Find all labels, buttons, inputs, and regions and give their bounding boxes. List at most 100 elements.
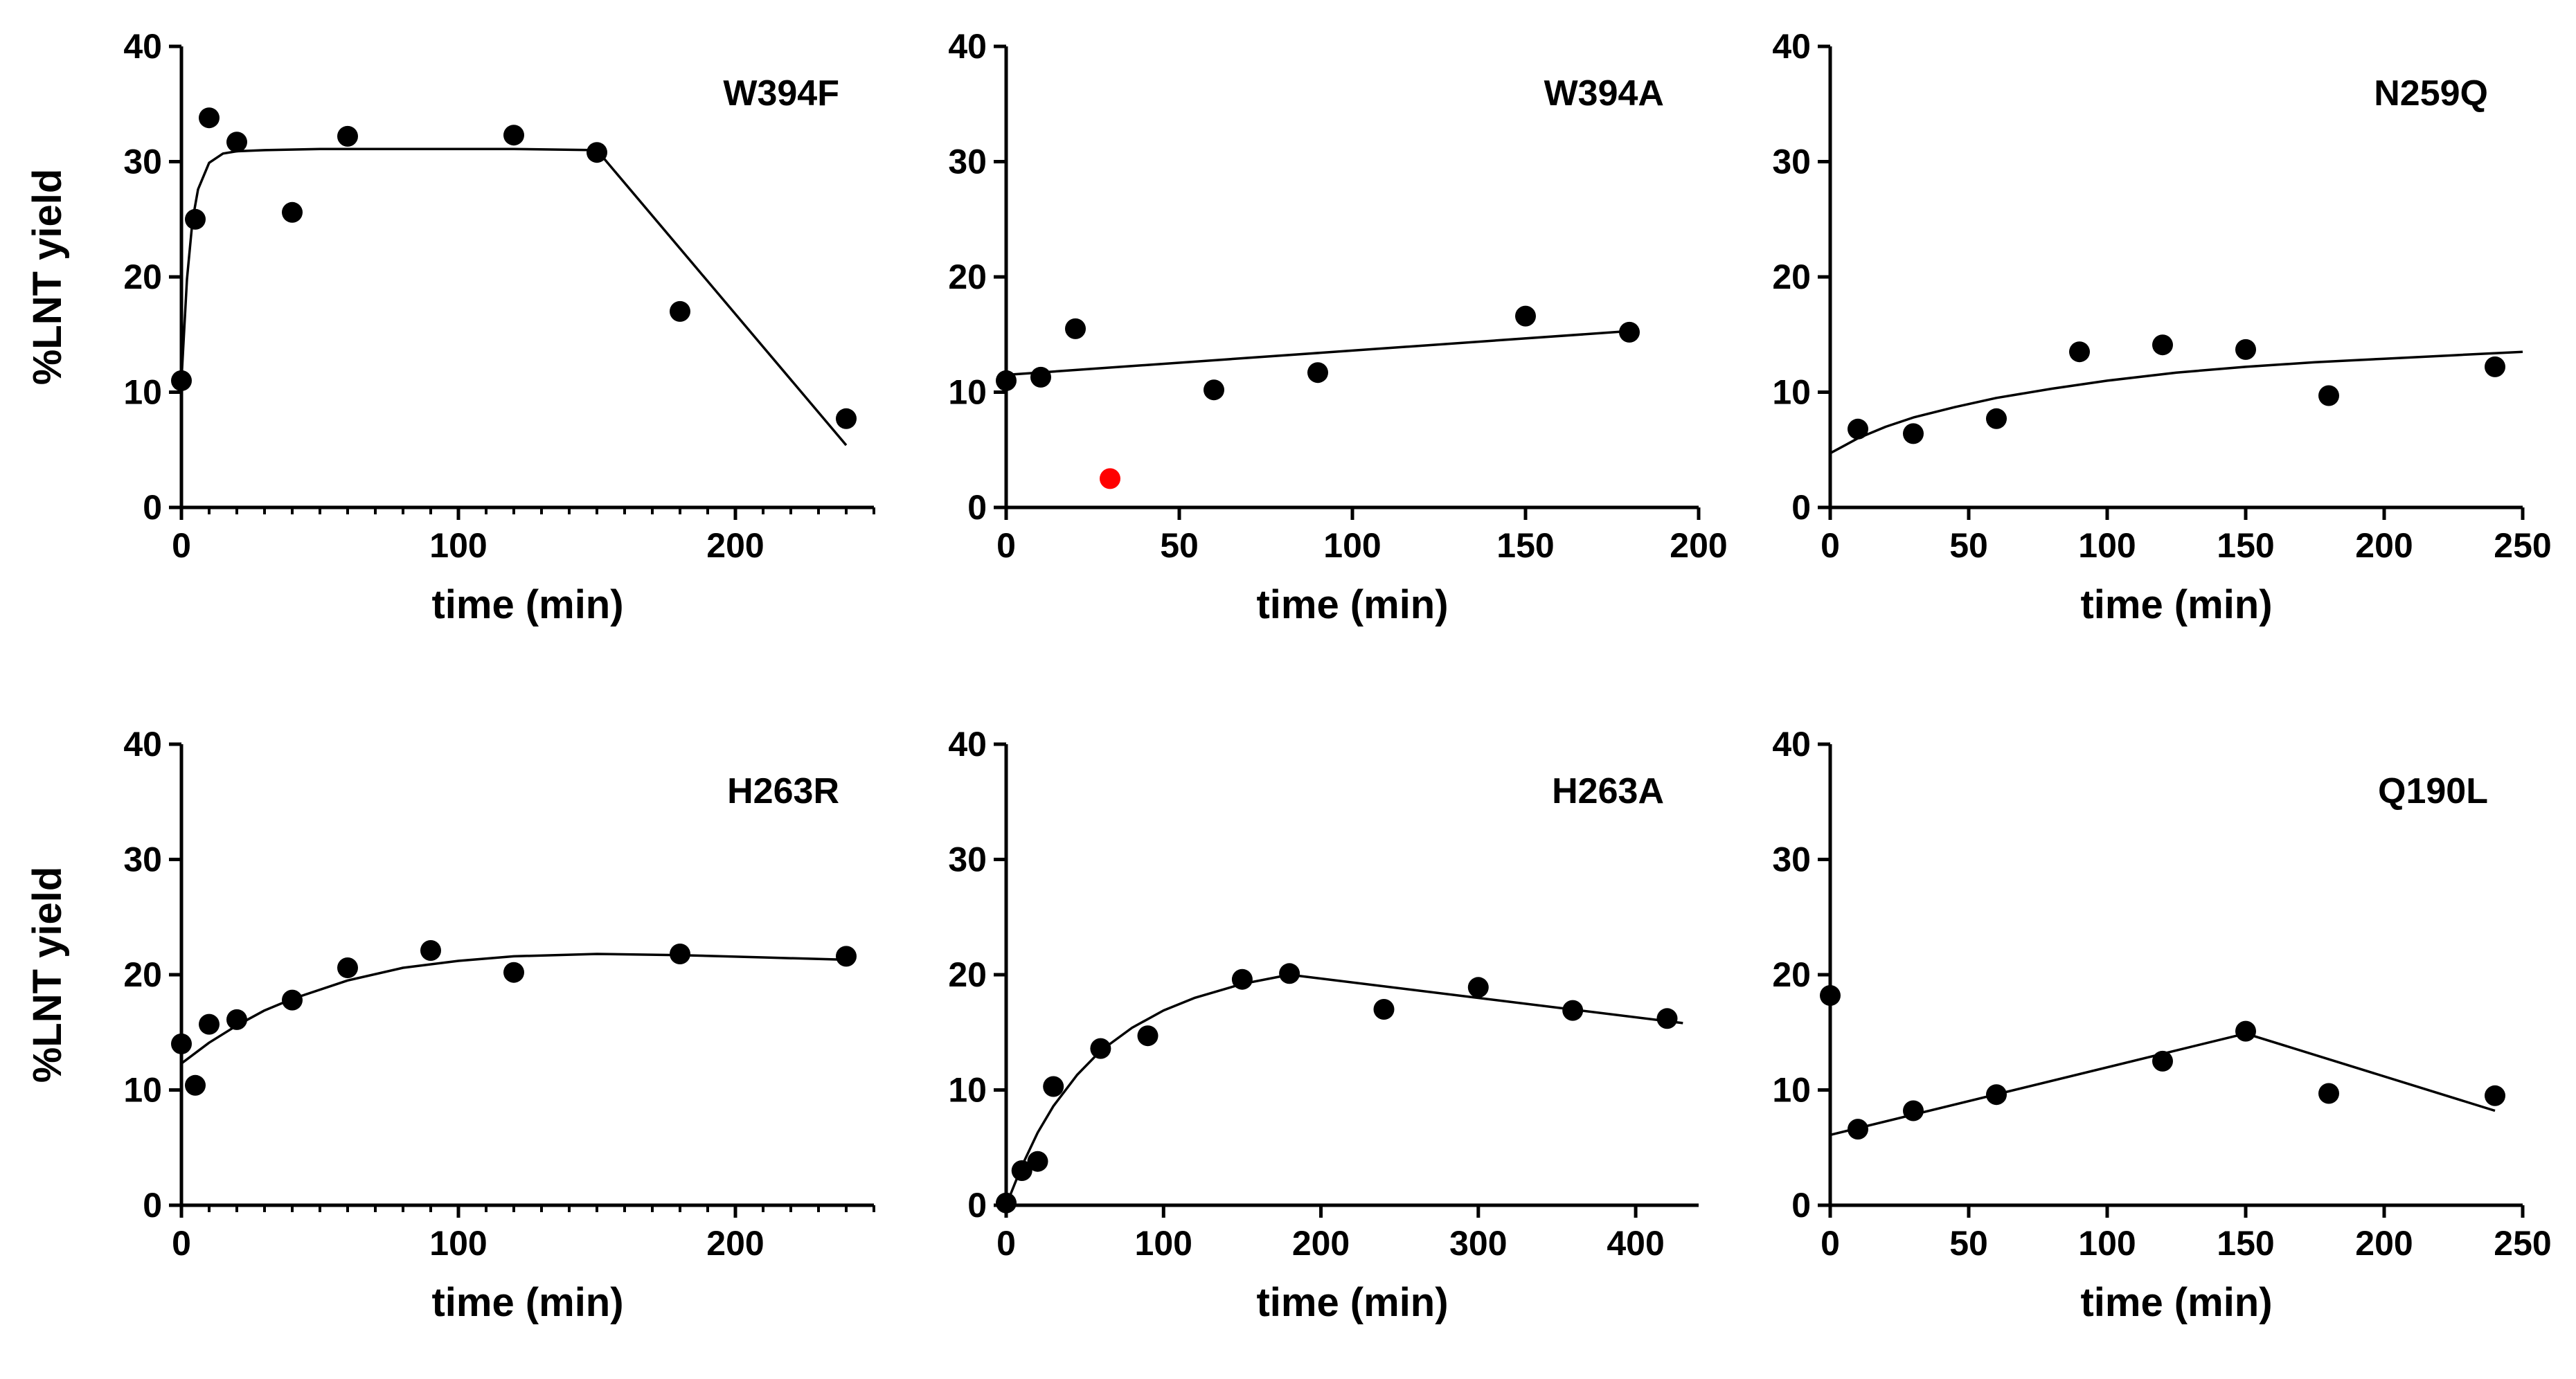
panel-label: W394F (723, 73, 839, 114)
y-tick-label: 10 (123, 1071, 162, 1110)
y-axis-title: %LNT yield (25, 169, 70, 386)
x-axis-title: time (min) (2080, 582, 2272, 627)
y-tick-label: 20 (123, 258, 162, 296)
panel-label: Q190L (2378, 771, 2488, 811)
y-tick-label: 10 (1772, 1071, 1811, 1110)
data-point (185, 1074, 206, 1096)
y-tick-label: 40 (1772, 27, 1811, 66)
x-tick-label: 200 (706, 526, 764, 565)
data-point (1307, 362, 1328, 384)
x-tick-label: 200 (706, 1224, 764, 1263)
data-point (1986, 408, 2007, 429)
data-point (420, 940, 441, 961)
y-tick-label: 20 (948, 258, 987, 296)
y-tick-label: 0 (967, 488, 987, 527)
x-axis-title: time (min) (431, 582, 623, 627)
data-point (996, 370, 1017, 391)
panel-label: N259Q (2374, 73, 2488, 114)
panel-n259q: 0 10 20 30 40 0 50 100 150 200 250 time (min) N259Q (1772, 27, 2551, 627)
data-point (1231, 968, 1253, 990)
data-point (171, 1033, 192, 1054)
data-point (226, 1009, 247, 1030)
data-point (282, 989, 303, 1011)
x-tick-label: 0 (996, 1224, 1016, 1263)
data-point (2485, 1085, 2505, 1106)
data-point (1467, 977, 1489, 998)
data-point (1027, 1151, 1048, 1172)
x-tick-label: 50 (1949, 526, 1988, 565)
fit-curve (1830, 1032, 2496, 1137)
y-tick-label: 20 (1772, 955, 1811, 994)
data-point (1137, 1025, 1159, 1047)
data-point (185, 208, 206, 230)
x-tick-label: 100 (1135, 1224, 1192, 1263)
panel-h263r: 0 10 20 30 40 0 100 200 time (min) %LNT yield H263… (25, 725, 875, 1325)
data-point (199, 1013, 220, 1035)
x-tick-label: 250 (2494, 526, 2551, 565)
data-point (337, 957, 358, 978)
data-point (587, 142, 607, 163)
data-point (1903, 1100, 1924, 1121)
x-axis-title: time (min) (431, 1280, 623, 1325)
x-tick-label: 100 (1323, 526, 1381, 565)
y-tick-label: 20 (948, 955, 987, 994)
panel-w394f: 0 10 20 30 40 0 100 200 time (min) %LNT yield W394… (25, 27, 875, 627)
data-point (670, 944, 690, 964)
x-tick-label: 150 (2217, 1224, 2274, 1263)
fit-curve (1830, 350, 2523, 455)
y-tick-label: 0 (1791, 1186, 1811, 1225)
data-point (337, 125, 358, 147)
panel-w394a: 0 10 20 30 40 0 50 100 150 200 time (min) W394A (948, 27, 1727, 627)
x-tick-label: 200 (1292, 1224, 1350, 1263)
y-tick-label: 30 (1772, 143, 1811, 181)
fit-curve (1005, 330, 1630, 377)
data-point (171, 370, 192, 391)
y-tick-label: 30 (948, 143, 987, 181)
x-tick-label: 150 (2217, 526, 2274, 565)
y-axis-title: %LNT yield (25, 867, 70, 1083)
y-tick-label: 20 (123, 955, 162, 994)
x-tick-label: 100 (429, 526, 487, 565)
data-point (1043, 1076, 1064, 1097)
fit-curve (180, 147, 848, 447)
data-point (1065, 318, 1086, 339)
x-tick-label: 0 (1821, 526, 1840, 565)
data-point (2485, 356, 2505, 377)
data-point (1373, 999, 1395, 1020)
x-axis-title: time (min) (1256, 582, 1448, 627)
y-tick-label: 40 (948, 725, 987, 764)
y-tick-label: 30 (123, 840, 162, 879)
x-axis-title: time (min) (1256, 1280, 1448, 1325)
y-tick-label: 10 (1772, 373, 1811, 412)
y-tick-label: 40 (948, 27, 987, 66)
x-tick-label: 0 (172, 1224, 191, 1263)
y-tick-label: 0 (143, 488, 162, 527)
data-point (996, 1192, 1017, 1214)
data-point (1848, 1119, 1868, 1140)
data-point (2318, 1083, 2339, 1104)
data-point (1204, 379, 1224, 401)
data-point (836, 408, 857, 429)
panel-label: H263R (727, 771, 839, 811)
y-tick-label: 40 (1772, 725, 1811, 764)
x-tick-label: 50 (1949, 1224, 1988, 1263)
data-point (199, 107, 220, 129)
data-point (2152, 1050, 2173, 1072)
data-point (1619, 321, 1640, 343)
data-point (1090, 1038, 1111, 1059)
x-tick-label: 0 (1821, 1224, 1840, 1263)
x-tick-label: 150 (1496, 526, 1554, 565)
y-tick-label: 10 (123, 373, 162, 412)
data-point (1903, 423, 1924, 444)
data-point (1656, 1008, 1678, 1029)
data-point (503, 962, 524, 983)
x-tick-label: 250 (2494, 1224, 2551, 1263)
x-tick-label: 200 (2355, 1224, 2413, 1263)
y-tick-label: 10 (948, 1071, 987, 1110)
data-point (1279, 963, 1300, 984)
y-tick-label: 20 (1772, 258, 1811, 296)
x-tick-label: 50 (1160, 526, 1199, 565)
x-tick-label: 300 (1449, 1224, 1507, 1263)
